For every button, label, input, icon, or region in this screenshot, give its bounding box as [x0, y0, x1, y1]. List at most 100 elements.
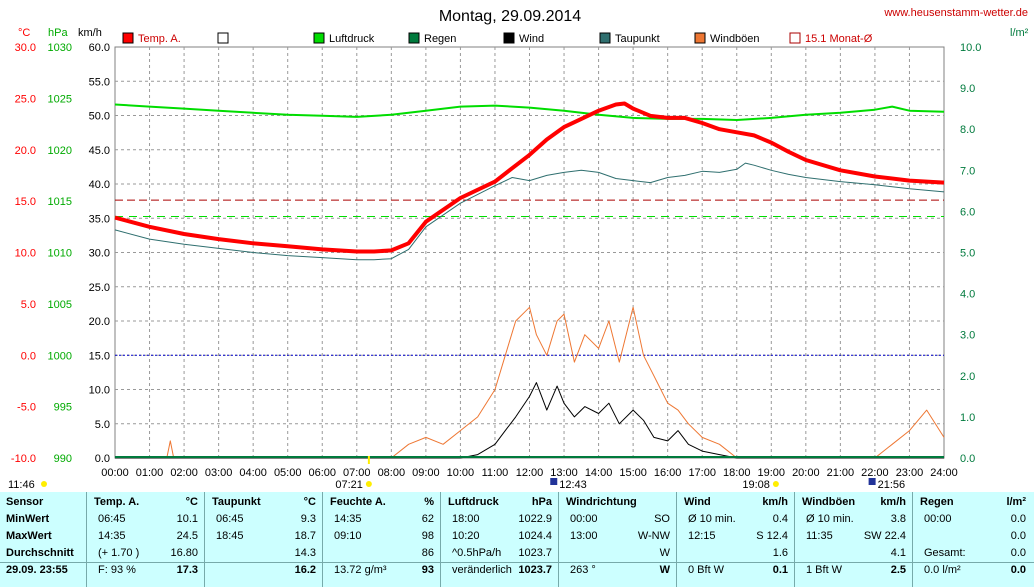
table-cell-detail: F: 93 %: [98, 564, 136, 576]
column-header: Feuchte A.: [330, 496, 386, 508]
table-cell-value: 1024.4: [518, 530, 552, 542]
wind-tick-label: 25.0: [89, 282, 110, 294]
rain-tick-label: 6.0: [960, 206, 975, 218]
table-cell-value: W: [659, 547, 670, 559]
table-cell-detail: 0.0 l/m²: [924, 564, 961, 576]
wind-tick-label: 20.0: [89, 316, 110, 328]
legend-swatch: [503, 32, 515, 44]
column-unit: km/h: [762, 496, 788, 508]
table-cell-detail: Gesamt:: [924, 547, 966, 559]
sun-icon: [41, 481, 47, 487]
legend-swatch: [313, 32, 325, 44]
rain-tick-label: 4.0: [960, 289, 975, 301]
table-cell-value: 98: [421, 530, 434, 542]
chart-axes: 00:00 01:00 02:00 03:00 04:00 05:00 06:00 07:00…: [11, 42, 982, 479]
temp-tick-label: 0.0: [21, 350, 36, 362]
chart-markers: 11:46 07:21 19:08 12:43 21:56: [8, 456, 905, 491]
row-label: Durchschnitt: [6, 547, 74, 559]
table-column-separator: [558, 492, 559, 587]
row-label: 29.09. 23:55: [6, 564, 68, 576]
x-tick-label: 00:00: [101, 467, 129, 479]
column-unit: hPa: [531, 496, 552, 508]
legend-swatch: [599, 32, 611, 44]
column-header: Windrichtung: [566, 496, 637, 508]
column-header: Regen: [920, 496, 954, 508]
legend-label: Windböen: [710, 33, 760, 45]
legend-label: 15.1 Monat-Ø: [805, 33, 873, 45]
rain-tick-label: 0.0: [960, 453, 975, 465]
table-cell-value: 62: [421, 513, 434, 525]
weather-chart: Montag, 29.09.2014 www.heusenstamm-wette…: [8, 7, 1029, 491]
temp-tick-label: 15.0: [15, 196, 36, 208]
table-cell-detail: ^0.5hPa/h: [452, 547, 502, 559]
x-tick-label: 20:00: [792, 467, 820, 479]
column-unit: °C: [303, 496, 316, 508]
pressure-tick-label: 1025: [48, 93, 72, 105]
x-tick-label: 12:00: [516, 467, 544, 479]
table-cell-value: 1023.7: [518, 547, 552, 559]
table-cell-value: 10.1: [176, 513, 198, 525]
table-cell-detail: 10:20: [452, 530, 480, 542]
rain-tick-label: 7.0: [960, 165, 975, 177]
x-tick-label: 10:00: [447, 467, 475, 479]
temp-tick-label: 25.0: [15, 93, 36, 105]
table-cell-detail: 06:45: [98, 513, 126, 525]
x-tick-label: 23:00: [896, 467, 924, 479]
table-cell-value: 0.0: [1010, 530, 1026, 542]
column-unit: km/h: [880, 496, 906, 508]
x-tick-label: 07:00: [343, 467, 371, 479]
table-cell-detail: 0 Bft W: [688, 564, 725, 576]
table-column-separator: [794, 492, 795, 587]
x-tick-label: 01:00: [136, 467, 164, 479]
unit-pressure: hPa: [48, 27, 68, 39]
moonset-label: 21:56: [878, 479, 906, 491]
rain-tick-label: 1.0: [960, 412, 975, 424]
table-cell-value: 3.8: [890, 513, 906, 525]
table-column-separator: [86, 492, 87, 587]
table-cell-value: 9.3: [300, 513, 316, 525]
table-cell-detail: 1 Bft W: [806, 564, 843, 576]
table-cell-value: 2.5: [890, 564, 906, 576]
table-cell-value: 16.2: [294, 564, 316, 576]
table-column-separator: [322, 492, 323, 587]
series-line-temp-a-: [114, 101, 945, 254]
wind-tick-label: 30.0: [89, 248, 110, 260]
table-cell-detail: Ø 10 min.: [806, 513, 854, 525]
x-tick-label: 03:00: [205, 467, 233, 479]
pressure-tick-label: 1030: [48, 42, 72, 54]
x-tick-label: 24:00: [930, 467, 958, 479]
x-tick-label: 04:00: [239, 467, 267, 479]
sunset-icon: [772, 481, 779, 487]
wind-tick-label: 55.0: [89, 76, 110, 88]
wind-tick-label: 0.0: [95, 453, 110, 465]
table-cell-detail: 00:00: [924, 513, 952, 525]
moonset-icon: [868, 478, 876, 485]
x-tick-label: 22:00: [861, 467, 889, 479]
unit-rain: l/m²: [1010, 27, 1029, 39]
table-cell-value: SO: [654, 513, 670, 525]
rain-tick-label: 8.0: [960, 124, 975, 136]
series-line-wind: [115, 382, 944, 459]
x-tick-label: 14:00: [585, 467, 613, 479]
legend-swatch: [217, 32, 229, 44]
website-label[interactable]: www.heusenstamm-wetter.de: [883, 7, 1028, 19]
x-tick-label: 17:00: [688, 467, 716, 479]
legend-label: Luftdruck: [329, 33, 375, 45]
table-column-separator: [204, 492, 205, 587]
table-cell-value: 0.1: [772, 564, 788, 576]
table-cell-value: W: [659, 564, 670, 576]
x-tick-label: 09:00: [412, 467, 440, 479]
rain-tick-label: 9.0: [960, 83, 975, 95]
moonrise-icon: [550, 478, 558, 485]
x-tick-label: 06:00: [308, 467, 336, 479]
column-unit: l/m²: [1006, 496, 1026, 508]
table-cell-detail: 00:00: [570, 513, 598, 525]
moonrise-label: 12:43: [559, 479, 587, 491]
unit-wind: km/h: [78, 27, 102, 39]
column-header: Wind: [684, 496, 711, 508]
pressure-tick-label: 1010: [48, 248, 72, 260]
table-column-separator: [912, 492, 913, 587]
legend-swatch: [694, 32, 706, 44]
temp-tick-label: -5.0: [17, 402, 36, 414]
x-tick-label: 02:00: [170, 467, 198, 479]
